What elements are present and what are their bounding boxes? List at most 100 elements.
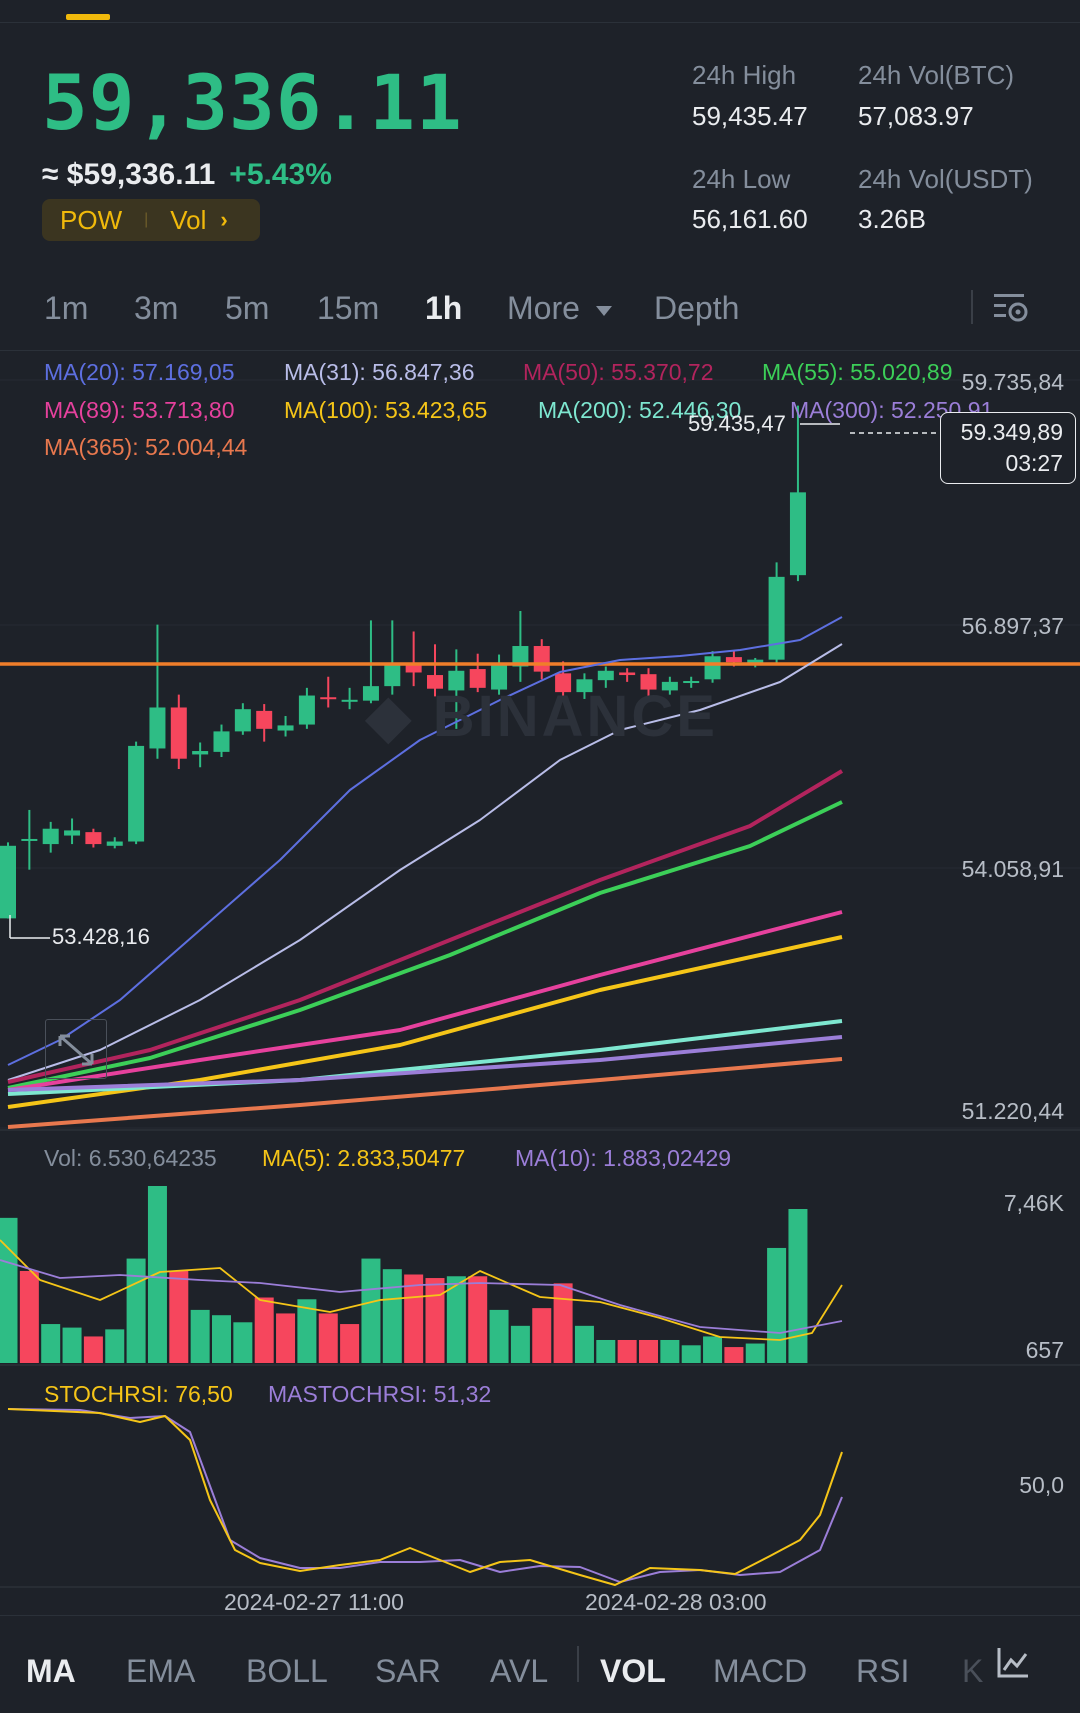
candle-body <box>597 670 614 681</box>
tab-vol[interactable]: VOL <box>600 1653 666 1689</box>
mastochrsi-label: MASTOCHRSI: 51,32 <box>268 1381 492 1407</box>
active-tab-indicator <box>66 14 110 20</box>
candle-body <box>170 707 187 759</box>
price-change: +5.43% <box>229 158 332 191</box>
volume-bar <box>788 1209 808 1363</box>
volume-bar <box>639 1339 658 1363</box>
ma200-label: MA(200): 52.446,30 <box>538 397 742 423</box>
low-value: 56,161.60 <box>692 204 808 234</box>
kline-chart[interactable] <box>0 351 1080 1613</box>
chart-settings-icon[interactable] <box>992 290 1030 326</box>
price-axis-label: 54.058,91 <box>961 856 1064 882</box>
tab-rsi[interactable]: RSI <box>856 1653 910 1689</box>
candle-body <box>683 681 700 684</box>
candle-body <box>106 841 123 846</box>
expand-icon[interactable] <box>45 1019 107 1079</box>
candle-body <box>277 725 294 731</box>
candle-body <box>256 710 273 729</box>
indicator-settings-icon[interactable] <box>996 1646 1030 1680</box>
volume-bar <box>489 1309 509 1363</box>
candle-body <box>213 731 230 752</box>
caret-down-icon <box>595 305 612 316</box>
volume-bar <box>404 1274 424 1363</box>
tf-more[interactable]: More <box>507 290 613 327</box>
vol-axis-bottom: 657 <box>1025 1337 1064 1363</box>
candle-body <box>491 664 508 690</box>
ma31-line <box>7 643 843 1081</box>
tf-15m[interactable]: 15m <box>317 290 380 326</box>
tab-macd[interactable]: MACD <box>713 1653 808 1689</box>
tab-ema[interactable]: EMA <box>126 1653 196 1689</box>
volbtc-value: 57,083.97 <box>858 101 974 131</box>
tag-pow[interactable]: POW <box>60 204 123 235</box>
tab-sar[interactable]: SAR <box>375 1653 441 1689</box>
tf-1h[interactable]: 1h <box>425 290 463 326</box>
candle-body <box>747 659 764 664</box>
stochrsi-axis: 50,0 <box>1019 1472 1064 1498</box>
candle-body <box>533 646 550 672</box>
volusdt-value: 3.26B <box>858 204 926 234</box>
tag-vol[interactable]: Vol <box>170 204 207 235</box>
candle-body <box>725 657 742 663</box>
tab-ma[interactable]: MA <box>26 1653 76 1689</box>
high-label: 24h High <box>692 60 797 90</box>
volume-bar <box>510 1325 530 1363</box>
candle-body <box>0 845 16 919</box>
candle-body <box>555 673 572 693</box>
price-axis-label: 51.220,44 <box>961 1098 1064 1124</box>
timeframe-bar: 1m 3m 5m 15m 1h More Depth <box>0 290 1080 350</box>
tag-divider: | <box>144 211 149 228</box>
tab-boll[interactable]: BOLL <box>246 1653 328 1689</box>
current-price: 59.349,89 <box>960 419 1063 445</box>
chevron-right-icon: › <box>220 207 228 232</box>
ma50-label: MA(50): 55.370,72 <box>523 359 714 385</box>
volume-bar <box>724 1347 744 1363</box>
candle-body <box>512 646 529 667</box>
volume-bar <box>703 1336 723 1363</box>
volume-bar <box>41 1324 61 1363</box>
candle-body <box>619 672 636 676</box>
volume-bar <box>190 1309 210 1363</box>
candle-body <box>661 681 678 691</box>
ma365-line <box>7 1057 843 1129</box>
ma200-line <box>7 1019 843 1096</box>
ma300-line <box>7 1035 843 1092</box>
volume-bar <box>19 1270 39 1363</box>
tag-chip[interactable]: POW | Vol › <box>42 199 260 241</box>
tf-5m[interactable]: 5m <box>225 290 270 326</box>
price-axis-label: 59.735,84 <box>961 369 1064 395</box>
volume-bar <box>0 1217 18 1363</box>
volume-bar <box>318 1313 338 1363</box>
tf-1m[interactable]: 1m <box>44 290 89 326</box>
ma89-label: MA(89): 53.713,80 <box>44 397 235 423</box>
tab-avl[interactable]: AVL <box>490 1653 549 1689</box>
current-price-box[interactable]: 59.349,89 03:27 <box>940 412 1076 484</box>
volume-bar <box>212 1315 231 1363</box>
volume-bar <box>62 1327 82 1363</box>
volume-bar <box>767 1247 787 1363</box>
candle-body <box>448 670 465 691</box>
candle-body <box>789 492 806 576</box>
candle-body <box>427 675 443 689</box>
indicator-tab-bar: MA EMA BOLL SAR AVL VOL MACD RSI K <box>0 1615 1080 1713</box>
ma20-line <box>7 616 843 1066</box>
tf-3m[interactable]: 3m <box>134 290 179 326</box>
candle-body <box>384 663 401 687</box>
candle-body <box>149 707 166 749</box>
candle-body <box>192 751 209 755</box>
candle-body <box>768 576 785 660</box>
fiat-price: ≈ $59,336.11 <box>42 158 216 191</box>
mastochrsi-line <box>7 1408 843 1583</box>
tf-depth[interactable]: Depth <box>654 290 740 326</box>
candle-body <box>704 656 721 680</box>
last-price: 59,336.11 <box>42 58 463 147</box>
vol-label: Vol: 6.530,64235 <box>44 1145 217 1171</box>
candle-body <box>85 832 102 845</box>
candle-body <box>576 679 593 693</box>
tab-k[interactable]: K <box>962 1653 984 1689</box>
binance-watermark: ◆ BINANCE <box>366 684 718 749</box>
volume-bar <box>340 1324 360 1363</box>
volume-bar <box>382 1269 402 1363</box>
volume-bar <box>468 1276 488 1363</box>
volume-bar <box>446 1276 466 1363</box>
